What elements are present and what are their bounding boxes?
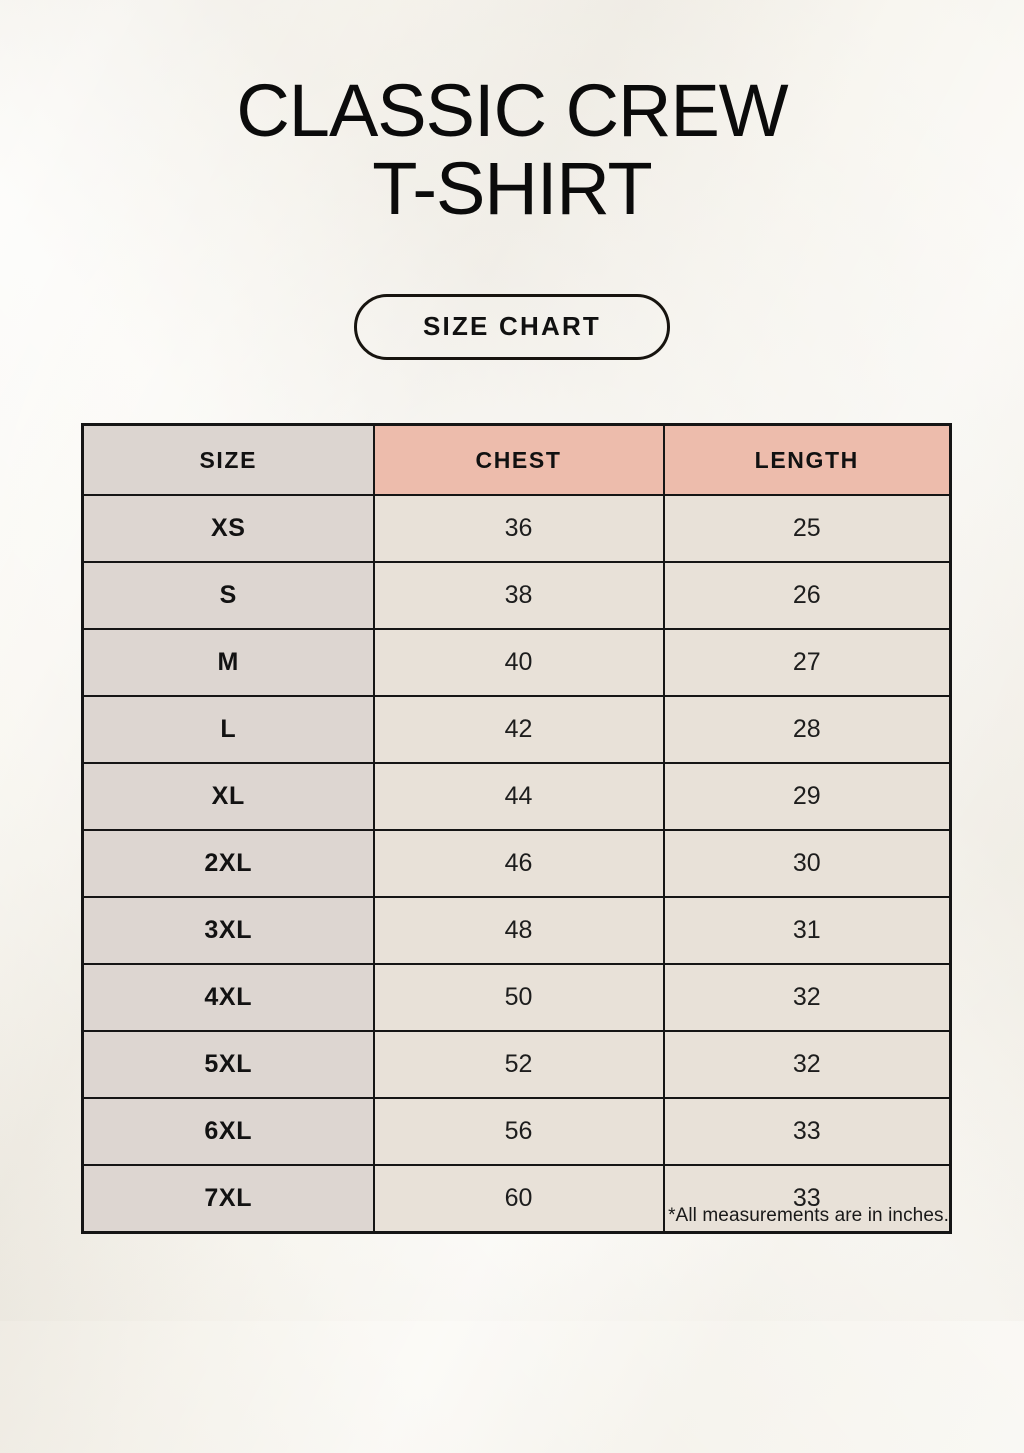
table-row: XL 44 29 <box>81 762 952 831</box>
cell-size: XS <box>81 494 375 563</box>
cell-length: 29 <box>662 762 952 831</box>
cell-size: 5XL <box>81 1030 375 1099</box>
cell-length: 28 <box>662 695 952 764</box>
cell-chest: 46 <box>372 829 665 898</box>
cell-chest: 44 <box>372 762 665 831</box>
table-header: SIZE CHEST LENGTH <box>81 423 952 496</box>
cell-size: L <box>81 695 375 764</box>
cell-chest: 50 <box>372 963 665 1032</box>
cell-size: 7XL <box>81 1164 375 1234</box>
table-row: M 40 27 <box>81 628 952 697</box>
column-header-size: SIZE <box>81 423 375 496</box>
size-chart-table: SIZE CHEST LENGTH XS 36 25 S 38 26 M 40 27 L 42 28 X… <box>81 423 952 1234</box>
table-row: 7XL 60 33 <box>81 1164 952 1234</box>
cell-chest: 48 <box>372 896 665 965</box>
cell-length: 33 <box>662 1097 952 1166</box>
cell-size: S <box>81 561 375 630</box>
table-row: S 38 26 <box>81 561 952 630</box>
cell-size: M <box>81 628 375 697</box>
page-title-line-2: T-SHIRT <box>372 147 652 230</box>
cell-size: 2XL <box>81 829 375 898</box>
cell-chest: 60 <box>372 1164 665 1234</box>
table-row: 2XL 46 30 <box>81 829 952 898</box>
cell-chest: 36 <box>372 494 665 563</box>
column-header-chest: CHEST <box>372 423 665 496</box>
size-chart-badge: SIZE CHART <box>354 294 670 360</box>
cell-size: 3XL <box>81 896 375 965</box>
table-row: 5XL 52 32 <box>81 1030 952 1099</box>
cell-length: 30 <box>662 829 952 898</box>
column-header-length: LENGTH <box>662 423 952 496</box>
cell-chest: 40 <box>372 628 665 697</box>
cell-length: 32 <box>662 1030 952 1099</box>
table-body: XS 36 25 S 38 26 M 40 27 L 42 28 XL 44 29 2XL 46 30 3XL 48 3… <box>81 494 952 1234</box>
page-title: CLASSIC CREW T-SHIRT <box>0 72 1024 228</box>
cell-chest: 42 <box>372 695 665 764</box>
table-row: L 42 28 <box>81 695 952 764</box>
size-chart-table-container: SIZE CHEST LENGTH XS 36 25 S 38 26 M 40 27 L 42 28 X… <box>81 423 952 1234</box>
table-row: 4XL 50 32 <box>81 963 952 1032</box>
cell-chest: 38 <box>372 561 665 630</box>
table-header-row: SIZE CHEST LENGTH <box>81 423 952 496</box>
cell-length: 33 <box>662 1164 952 1234</box>
cell-size: 6XL <box>81 1097 375 1166</box>
table-row: 3XL 48 31 <box>81 896 952 965</box>
page-title-line-1: CLASSIC CREW <box>236 69 788 152</box>
table-row: 6XL 56 33 <box>81 1097 952 1166</box>
cell-size: 4XL <box>81 963 375 1032</box>
cell-chest: 52 <box>372 1030 665 1099</box>
cell-length: 31 <box>662 896 952 965</box>
measurements-footnote: *All measurements are in inches. <box>668 1205 949 1226</box>
size-chart-badge-container: SIZE CHART <box>0 294 1024 360</box>
cell-size: XL <box>81 762 375 831</box>
table-row: XS 36 25 <box>81 494 952 563</box>
cell-length: 27 <box>662 628 952 697</box>
cell-length: 26 <box>662 561 952 630</box>
cell-length: 25 <box>662 494 952 563</box>
cell-chest: 56 <box>372 1097 665 1166</box>
cell-length: 32 <box>662 963 952 1032</box>
